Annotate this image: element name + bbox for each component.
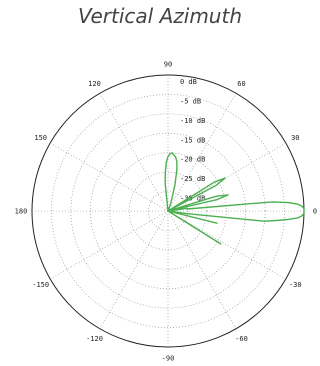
angle-tick-label: 120	[88, 80, 101, 88]
grid-ring	[109, 152, 227, 270]
series-line	[164, 152, 305, 245]
chart-title: Vertical Azimuth	[77, 4, 242, 28]
angle-tick-label: -150	[32, 281, 49, 289]
angle-tick-label: 0	[313, 208, 317, 216]
angle-tick-label: 150	[34, 134, 47, 142]
ring-tick-label: -25 dB	[180, 175, 205, 183]
angle-tick-label: -60	[235, 335, 248, 343]
angle-tick-label: 180	[15, 208, 28, 216]
grid-ring	[70, 113, 266, 309]
angle-tick-label: -120	[86, 335, 103, 343]
grid-ring	[51, 94, 285, 328]
ring-tick-label: -5 dB	[180, 97, 201, 105]
ring-tick-label: -15 dB	[180, 136, 205, 144]
grid-ring	[89, 132, 247, 290]
grid-ring	[128, 171, 208, 251]
ring-tick-label: -10 dB	[180, 117, 205, 125]
grid-ring	[148, 191, 188, 231]
series-trace	[164, 152, 305, 245]
angle-tick-label: 30	[291, 134, 299, 142]
grid-spoke	[167, 210, 237, 329]
ring-tick-labels: 0 dB-5 dB-10 dB-15 dB-20 dB-25 dB-30 dB	[180, 78, 205, 203]
ring-tick-label: -20 dB	[180, 156, 205, 164]
grid-spoke	[50, 210, 169, 280]
angle-tick-label: 90	[164, 61, 172, 69]
angle-tick-label: -30	[289, 281, 302, 289]
grid-spoke	[99, 93, 169, 212]
angle-tick-label: 60	[237, 80, 245, 88]
grid-spoke	[50, 142, 169, 212]
grid-spoke	[99, 210, 169, 329]
angle-tick-label: -90	[162, 355, 175, 363]
angle-tick-labels: 0 30 60 90 120 150 180 -150 -120 -90 -60 -30	[15, 61, 317, 363]
ring-tick-label: 0 dB	[180, 78, 197, 86]
